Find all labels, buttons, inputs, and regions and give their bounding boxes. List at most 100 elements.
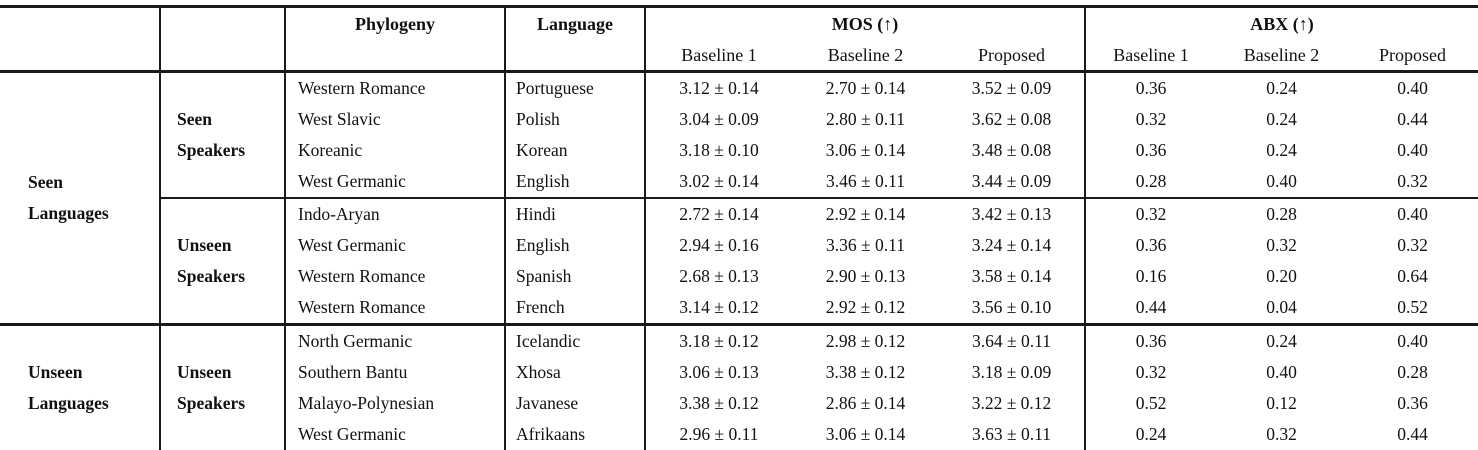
abx-value-cell: 0.28 bbox=[1216, 197, 1348, 230]
mos-value-cell: 3.62 ± 0.08 bbox=[939, 104, 1087, 135]
label-line: Unseen bbox=[177, 235, 232, 256]
table-row: West Slavic Polish 3.04 ± 0.09 2.80 ± 0.11 3… bbox=[0, 104, 1478, 135]
abx-value-cell: 0.40 bbox=[1347, 323, 1478, 357]
abx-value-cell: 0.44 bbox=[1397, 424, 1428, 444]
mos-value-cell: 3.06 ± 0.14 bbox=[825, 424, 906, 444]
phylogeny-cell: West Germanic bbox=[285, 166, 506, 198]
language-cell: Xhosa bbox=[505, 357, 646, 388]
speaker-group-label: Seen Speakers bbox=[160, 71, 286, 198]
abx-value-cell: 0.32 bbox=[1266, 424, 1297, 444]
table-row: West Germanic Afrikaans 2.96 ± 0.11 3.06 ± … bbox=[0, 419, 1478, 450]
language-cell: French bbox=[505, 292, 646, 325]
language-cell: Afrikaans bbox=[505, 419, 646, 450]
table-row: Koreanic Korean 3.18 ± 0.10 3.06 ± 0.14 3.48… bbox=[0, 135, 1478, 166]
language-header: Language bbox=[505, 6, 646, 73]
mos-value-cell: 3.06 ± 0.14 bbox=[825, 140, 906, 160]
label-line: Seen bbox=[28, 172, 63, 193]
abx-value-cell: 0.36 bbox=[1085, 323, 1217, 357]
label-line: Languages bbox=[28, 203, 109, 223]
abx-value-cell: 0.24 bbox=[1266, 140, 1297, 160]
table-row: Seen Languages Seen Speakers Western Romance… bbox=[0, 71, 1478, 325]
phylogeny-cell: North Germanic bbox=[285, 323, 506, 357]
mos-proposed-header: Proposed bbox=[939, 40, 1087, 73]
corner-cell-speakers bbox=[160, 6, 286, 73]
mos-value-cell: 3.42 ± 0.13 bbox=[939, 197, 1087, 230]
mos-value-cell: 3.56 ± 0.10 bbox=[939, 292, 1087, 325]
abx-value-cell: 0.40 bbox=[1347, 197, 1478, 230]
mos-value-cell: 3.12 ± 0.14 bbox=[679, 78, 759, 98]
language-group-label: Unseen Languages bbox=[0, 323, 161, 450]
abx-value-cell: 0.04 bbox=[1266, 297, 1297, 317]
abx-value-cell: 0.40 bbox=[1266, 171, 1297, 191]
abx-value-cell: 0.44 bbox=[1397, 109, 1428, 129]
mos-value-cell: 2.70 ± 0.14 bbox=[825, 78, 906, 98]
mos-value-cell: 3.18 ± 0.10 bbox=[679, 140, 759, 160]
mos-value-cell: 3.18 ± 0.09 bbox=[939, 357, 1087, 388]
mos-value-cell: 2.68 ± 0.13 bbox=[679, 266, 759, 286]
table-row: Southern Bantu Xhosa 3.06 ± 0.13 3.38 ± 0.1… bbox=[0, 357, 1478, 388]
language-cell: Javanese bbox=[505, 388, 646, 419]
mos-value-cell: 3.14 ± 0.12 bbox=[679, 297, 759, 317]
table-header: Phylogeny Language MOS (↑) ABX (↑) Basel… bbox=[0, 6, 1478, 73]
label-line: Speakers bbox=[177, 393, 246, 413]
phylogeny-cell: Western Romance bbox=[285, 261, 506, 292]
mos-value-cell: 3.38 ± 0.12 bbox=[679, 393, 759, 413]
table-row: Malayo-Polynesian Javanese 3.38 ± 0.12 2.86… bbox=[0, 388, 1478, 419]
label-line: Speakers bbox=[177, 140, 246, 160]
phylogeny-cell: West Slavic bbox=[285, 104, 506, 135]
mos-value-cell: 3.22 ± 0.12 bbox=[939, 388, 1087, 419]
phylogeny-cell: West Germanic bbox=[285, 230, 506, 261]
mos-value-cell: 2.96 ± 0.11 bbox=[679, 424, 759, 444]
phylogeny-cell: Southern Bantu bbox=[285, 357, 506, 388]
speaker-group-label: Unseen Speakers bbox=[160, 197, 286, 325]
header-row-sub: Baseline 1 Baseline 2 Proposed Baseline … bbox=[0, 40, 1478, 73]
abx-group-header: ABX (↑) bbox=[1250, 13, 1314, 34]
abx-value-cell: 0.28 bbox=[1135, 171, 1167, 191]
abx-proposed-header: Proposed bbox=[1347, 40, 1478, 73]
mos-baseline2-header: Baseline 2 bbox=[792, 40, 939, 73]
language-cell: Korean bbox=[505, 135, 646, 166]
mos-value-cell: 3.04 ± 0.09 bbox=[679, 109, 759, 129]
phylogeny-cell: West Germanic bbox=[285, 419, 506, 450]
abx-value-cell: 0.16 bbox=[1135, 266, 1167, 286]
mos-value-cell: 3.18 ± 0.12 bbox=[645, 323, 792, 357]
abx-baseline2-header: Baseline 2 bbox=[1216, 40, 1348, 73]
mos-group-header: MOS (↑) bbox=[645, 6, 1087, 40]
mos-value-cell: 2.90 ± 0.13 bbox=[825, 266, 906, 286]
phylogeny-cell: Indo-Aryan bbox=[285, 197, 506, 230]
abx-value-cell: 0.36 bbox=[1135, 235, 1167, 255]
label-line: Seen bbox=[177, 109, 212, 130]
label-line: Unseen bbox=[28, 362, 83, 383]
abx-value-cell: 0.32 bbox=[1397, 171, 1428, 191]
phylogeny-cell: Western Romance bbox=[285, 292, 506, 325]
mos-value-cell: 2.98 ± 0.12 bbox=[792, 323, 939, 357]
table-row: Unseen Speakers Indo-Aryan Hindi 2.72 ± 0.14… bbox=[0, 197, 1478, 325]
label-line: Unseen bbox=[177, 362, 232, 383]
mos-value-cell: 2.80 ± 0.11 bbox=[826, 109, 905, 129]
mos-value-cell: 3.38 ± 0.12 bbox=[825, 362, 906, 382]
abx-value-cell: 0.36 bbox=[1135, 78, 1167, 98]
mos-value-cell: 3.24 ± 0.14 bbox=[939, 230, 1087, 261]
table-row: West Germanic English 3.02 ± 0.14 3.46 ± 0.… bbox=[0, 166, 1478, 198]
phylogeny-cell: Western Romance bbox=[285, 71, 506, 104]
mos-value-cell: 3.44 ± 0.09 bbox=[939, 166, 1087, 198]
abx-value-cell: 0.32 bbox=[1085, 197, 1217, 230]
abx-value-cell: 0.40 bbox=[1397, 140, 1428, 160]
abx-value-cell: 0.32 bbox=[1135, 109, 1167, 129]
label-line: Speakers bbox=[177, 266, 246, 286]
phylogeny-cell: Malayo-Polynesian bbox=[285, 388, 506, 419]
mos-value-cell: 2.94 ± 0.16 bbox=[679, 235, 759, 255]
phylogeny-header: Phylogeny bbox=[285, 6, 506, 73]
mos-value-cell: 3.48 ± 0.08 bbox=[939, 135, 1087, 166]
mos-value-cell: 2.86 ± 0.14 bbox=[825, 393, 906, 413]
mos-value-cell: 3.58 ± 0.14 bbox=[939, 261, 1087, 292]
language-cell: Portuguese bbox=[505, 71, 646, 104]
language-cell: Icelandic bbox=[505, 323, 646, 357]
abx-value-cell: 0.24 bbox=[1135, 424, 1167, 444]
language-cell: English bbox=[505, 166, 646, 198]
abx-value-cell: 0.24 bbox=[1216, 323, 1348, 357]
mos-value-cell: 2.72 ± 0.14 bbox=[645, 197, 792, 230]
table-row: Western Romance Spanish 2.68 ± 0.13 2.90 ± … bbox=[0, 261, 1478, 292]
abx-value-cell: 0.40 bbox=[1397, 78, 1428, 98]
